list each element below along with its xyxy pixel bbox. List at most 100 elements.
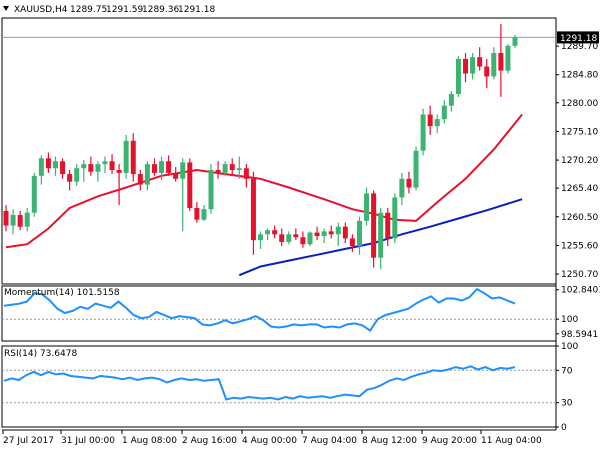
grid-lines [2,36,556,404]
time-tick-label: 11 Aug 04:00 [481,436,542,446]
candle-body [399,178,405,198]
candle-body [455,58,461,94]
candle-body [477,57,483,67]
rsi-panel-frame [1,345,557,428]
candle-body [38,158,44,176]
candle-body [491,53,497,77]
time-tick-label: 4 Aug 00:00 [242,436,297,446]
candle-body [321,231,327,237]
candle-body [60,161,66,175]
candle-body [505,45,511,71]
high-value: 1291.59 [106,5,143,15]
time-tick-label: 31 Jul 00:00 [61,436,115,446]
candle-body [441,105,447,120]
price-tick-label: 1265.40 [561,184,598,194]
candle-body [123,140,129,173]
momentum-line [3,287,516,332]
candle-body [17,215,23,227]
candle-body [427,114,433,127]
candle-body [151,164,157,173]
candle-body [258,234,263,241]
candle-body [130,140,136,175]
candle-body [512,37,518,46]
current-price-box [557,31,599,44]
candle-body [265,230,271,235]
time-tick-label: 1 Aug 08:00 [122,436,177,446]
low-value: 1289.36 [142,5,179,15]
candle-body [31,175,37,213]
time-tick-label: 9 Aug 20:00 [422,436,477,446]
time-tick-label: 8 Aug 12:00 [362,436,417,446]
candle-body [498,53,504,71]
fast-ma-line [5,113,523,249]
candle-body [356,220,362,246]
candle-body [180,162,186,179]
candle-body [144,164,150,185]
candle-body [378,212,384,258]
time-tick-label: 27 Jul 2017 [3,436,54,446]
momentum-label: Momentum(14) 101.5158 [4,288,120,298]
price-tick-label: 1275.10 [561,127,598,137]
series-layer [3,113,523,401]
candle-body [67,174,73,182]
candle-body [349,238,355,246]
candle-body [74,168,80,182]
candle-body [95,164,101,172]
price-tick-label: 1289.70 [561,42,598,52]
candle-body [236,168,242,170]
candle-body [3,210,9,226]
candle-body [385,212,391,239]
candle-body [10,215,16,226]
candle-body [364,193,370,221]
momentum-tick-label: 100 [561,315,578,325]
collapse-triangle-icon[interactable] [3,6,9,11]
candle-body [328,231,334,235]
candles-layer [3,23,518,270]
candle-body [102,161,108,165]
time-tick-label: 2 Aug 16:00 [182,436,237,446]
rsi-tick-label: 0 [561,423,567,433]
candle-body [222,164,228,173]
candle-body [307,232,313,245]
candle-body [463,58,469,74]
panel-frames [1,17,557,431]
candle-body [279,234,285,242]
axis-labels: 1289.70 1284.80 1280.00 1275.10 1270.20 1265.… [2,31,600,446]
candle-body [24,212,30,227]
candle-body [116,170,122,173]
candle-body [250,178,256,241]
candle-body [434,119,440,127]
price-tick-label: 1260.50 [561,213,598,223]
candle-body [166,161,172,173]
rsi-tick-label: 70 [561,366,573,376]
candle-body [300,237,306,245]
candle-body [392,197,398,239]
candle-body [272,230,278,235]
candle-body [314,232,320,237]
candle-body [45,158,51,169]
candle-body [229,164,235,170]
candle-body [413,150,419,188]
candle-body [81,164,87,169]
candle-body [159,161,165,173]
candle-body [470,57,476,74]
price-tick-label: 1255.60 [561,241,598,251]
candle-body [406,178,412,188]
candle-body [201,209,207,220]
time-tick-label: 7 Aug 04:00 [302,436,357,446]
rsi-tick-label: 100 [561,342,578,352]
candle-body [293,234,299,238]
candle-body [371,193,377,258]
candle-body [208,170,214,210]
candle-body [173,172,179,179]
candle-body [286,234,292,242]
current-price-label: 1291.18 [560,34,597,44]
candle-body [187,162,193,208]
symbol-label: XAUUSD,H4 [14,5,68,15]
open-value: 1289.75 [70,5,107,15]
rsi-label: RSI(14) 73.6478 [4,349,77,359]
rsi-tick-label: 30 [561,399,573,409]
candle-body [243,168,249,179]
candle-body [52,161,58,169]
